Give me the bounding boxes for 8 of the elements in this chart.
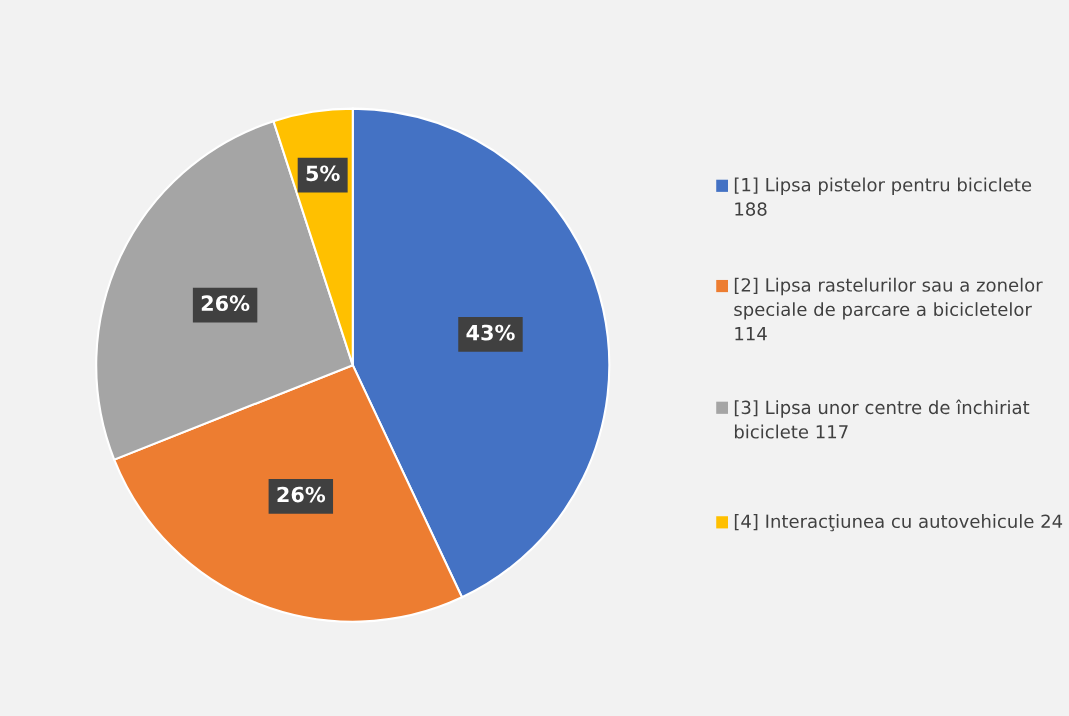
legend-label: [3] Lipsa unor centre de închiriat biciclete 117 <box>734 399 1030 439</box>
legend-label: [4] Interacţiunea cu autovehicule 24 <box>734 514 1063 532</box>
legend-label: [1] Lipsa pistelor pentru biciclete 188 <box>734 177 1032 216</box>
data-label: 5% <box>306 165 340 182</box>
legend-label: [2] Lipsa rastelurilor sau a zonelor speciale de parcare a bicicletelor 114 <box>734 277 1043 341</box>
data-label: 43% <box>466 324 515 341</box>
data-label: 26% <box>277 486 326 503</box>
data-label: 26% <box>201 295 250 312</box>
